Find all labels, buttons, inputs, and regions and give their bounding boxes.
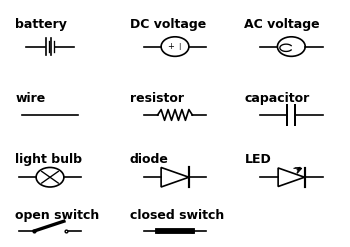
Text: open switch: open switch [15, 209, 99, 222]
Text: +: + [167, 42, 174, 51]
Text: battery: battery [15, 19, 67, 31]
Text: light bulb: light bulb [15, 153, 82, 166]
Text: closed switch: closed switch [130, 209, 224, 222]
Text: capacitor: capacitor [244, 92, 310, 105]
Text: |: | [178, 43, 180, 50]
Text: AC voltage: AC voltage [244, 19, 320, 31]
Text: DC voltage: DC voltage [130, 19, 206, 31]
Text: wire: wire [15, 92, 46, 105]
Text: LED: LED [244, 153, 271, 166]
Text: diode: diode [130, 153, 169, 166]
Text: resistor: resistor [130, 92, 184, 105]
